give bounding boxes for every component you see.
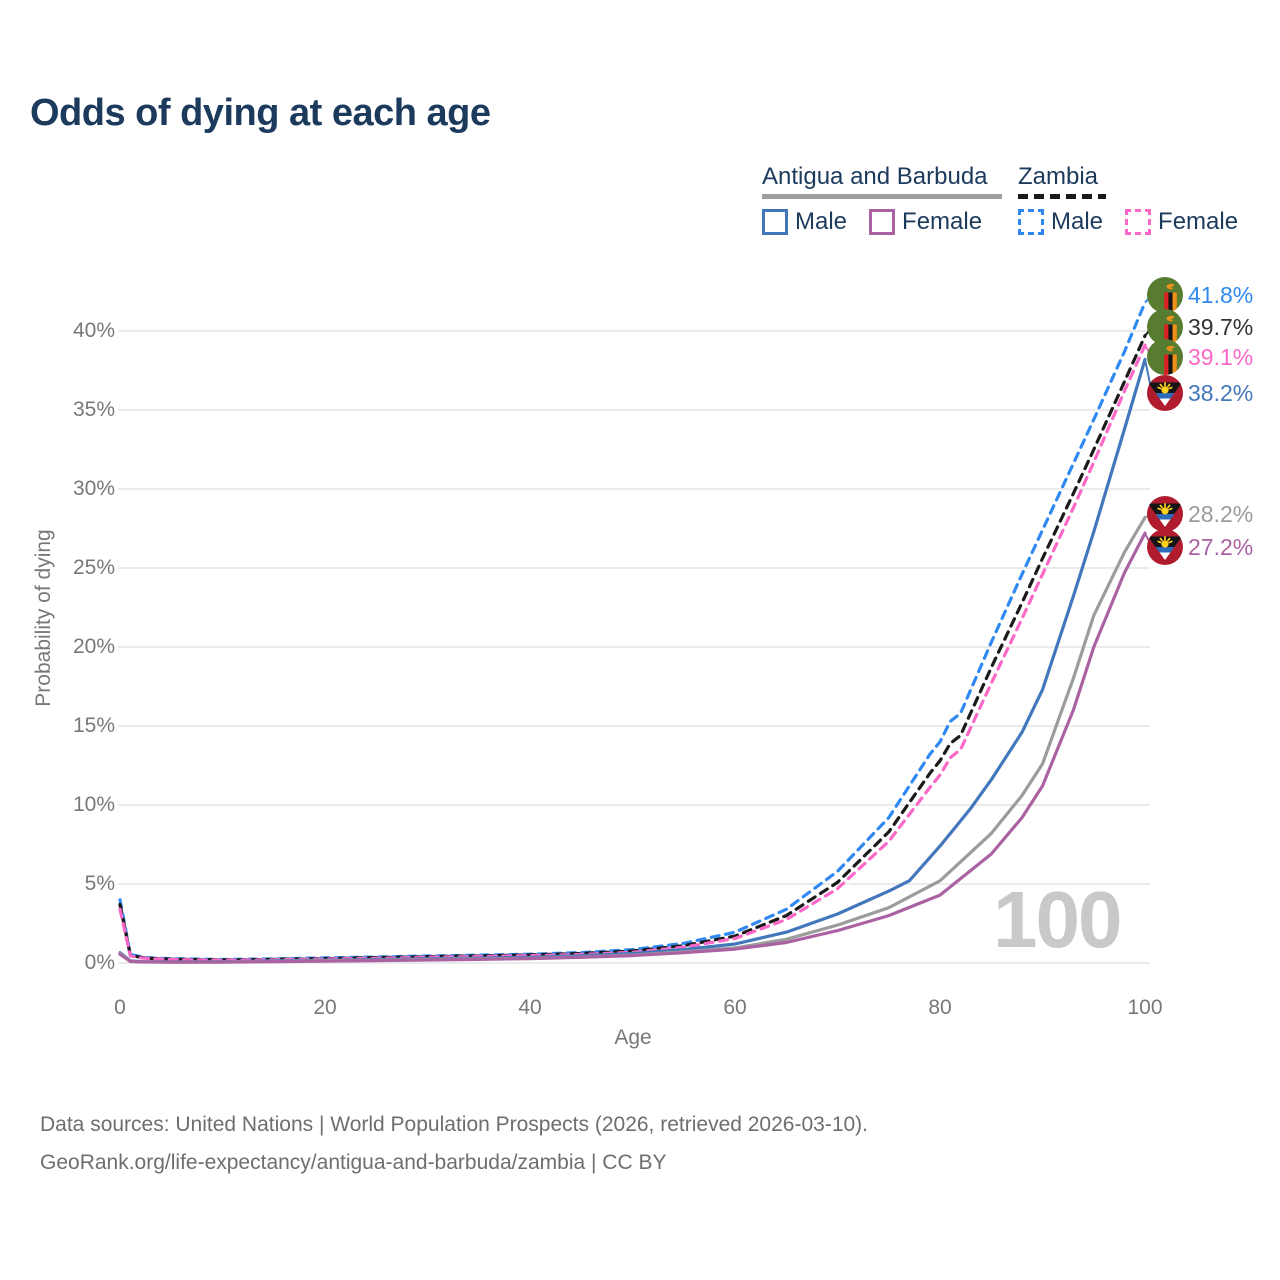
- x-tick-label-80: 80: [928, 996, 952, 1019]
- series-line-antigua-and-barbuda-female: [118, 531, 1147, 964]
- ab-male-checkbox-icon[interactable]: [762, 209, 788, 235]
- legend-item-ab-male[interactable]: Male: [762, 208, 847, 236]
- end-value-antigua-and-barbuda-male: 38.2%: [1188, 379, 1254, 406]
- zambia-flag-icon: [1147, 339, 1183, 375]
- legend-item-zambia-male[interactable]: Male: [1018, 208, 1103, 236]
- end-label-zambia-female: 39.1%: [1147, 339, 1253, 375]
- data-sources-text: Data sources: United Nations | World Pop…: [40, 1113, 869, 1136]
- x-axis-title: Age: [614, 1026, 652, 1049]
- page-title: Odds of dying at each age: [30, 92, 491, 134]
- legend-item-zambia-female[interactable]: Female: [1125, 208, 1238, 236]
- series-line-zambia-female: [118, 343, 1147, 962]
- y-tick-label-35: 35%: [72, 398, 115, 421]
- legend-country-zambia[interactable]: Zambia: [1018, 163, 1099, 190]
- x-tick-label-40: 40: [518, 996, 542, 1019]
- end-value-zambia-female: 39.1%: [1188, 343, 1254, 370]
- georank-url-text: GeoRank.org/life-expectancy/antigua-and-…: [40, 1151, 667, 1174]
- antigua-and-barbuda-flag-icon: [1147, 529, 1183, 565]
- legend-label-ab-female: Female: [902, 208, 983, 235]
- y-tick-label-40: 40%: [72, 319, 115, 342]
- legend-group-antigua-and-barbuda: Antigua and Barbuda Male Female: [762, 163, 1012, 236]
- antigua-and-barbuda-flag-icon: [1147, 375, 1183, 411]
- end-label-antigua-and-barbuda: 28.2%: [1147, 496, 1253, 532]
- x-tick-label-0: 0: [114, 996, 126, 1019]
- end-value-antigua-and-barbuda: 28.2%: [1188, 500, 1254, 527]
- series-line-zambia-male: [118, 301, 1147, 962]
- ab-female-checkbox-icon[interactable]: [869, 209, 896, 235]
- y-tick-label-10: 10%: [72, 793, 115, 816]
- end-label-antigua-and-barbuda-male: 38.2%: [1147, 375, 1253, 411]
- antigua-and-barbuda-flag-icon: [1147, 496, 1183, 532]
- x-tick-label-100: 100: [1127, 996, 1163, 1019]
- series-line-antigua-and-barbuda: [118, 515, 1147, 964]
- end-label-antigua-and-barbuda-female: 27.2%: [1147, 529, 1253, 565]
- y-tick-label-5: 5%: [84, 872, 115, 895]
- legend-label-ab-male: Male: [795, 208, 848, 235]
- legend-underline-solid: [762, 194, 1002, 199]
- y-tick-label-30: 30%: [72, 477, 115, 500]
- legend-label-zambia-male: Male: [1051, 208, 1104, 235]
- series-line-antigua-and-barbuda-male: [118, 357, 1147, 964]
- end-value-zambia-male: 41.8%: [1188, 281, 1254, 308]
- y-tick-label-20: 20%: [72, 635, 115, 658]
- legend-label-zambia-female: Female: [1158, 208, 1239, 235]
- legend-group-zambia: Zambia Male Female: [1018, 163, 1258, 236]
- legend-item-ab-female[interactable]: Female: [869, 208, 982, 236]
- end-label-zambia-male: 41.8%: [1147, 277, 1253, 313]
- y-tick-label-0: 0%: [84, 951, 115, 974]
- legend-underline-dashed: [1018, 194, 1106, 199]
- end-label-zambia: 39.7%: [1147, 309, 1253, 345]
- y-tick-label-25: 25%: [72, 556, 115, 579]
- legend-country-antigua-and-barbuda[interactable]: Antigua and Barbuda: [762, 163, 988, 190]
- footer-attribution: Data sources: United Nations | World Pop…: [40, 1106, 868, 1182]
- x-tick-label-60: 60: [723, 996, 747, 1019]
- x-tick-label-20: 20: [313, 996, 337, 1019]
- end-value-zambia: 39.7%: [1188, 313, 1254, 340]
- age-watermark: 100: [993, 875, 1122, 964]
- zambia-male-checkbox-icon[interactable]: [1018, 209, 1044, 235]
- zambia-flag-icon: [1147, 277, 1183, 313]
- y-tick-label-15: 15%: [72, 714, 115, 737]
- zambia-female-checkbox-icon[interactable]: [1125, 209, 1152, 235]
- end-value-antigua-and-barbuda-female: 27.2%: [1188, 533, 1254, 560]
